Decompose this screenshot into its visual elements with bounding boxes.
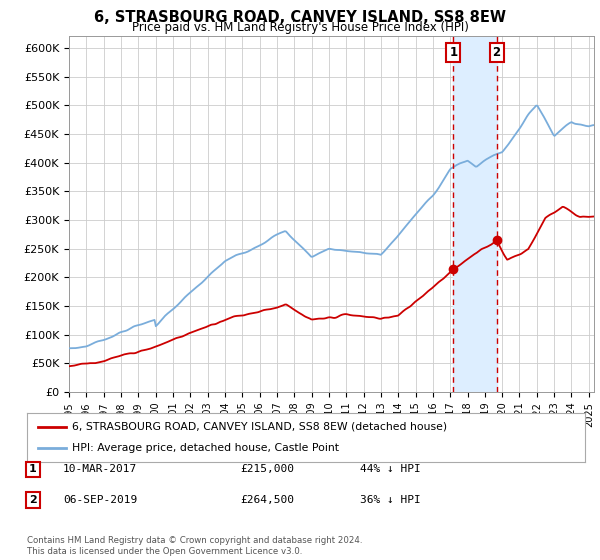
Text: Price paid vs. HM Land Registry's House Price Index (HPI): Price paid vs. HM Land Registry's House …: [131, 21, 469, 34]
Text: 2: 2: [493, 46, 500, 59]
Text: £215,000: £215,000: [240, 464, 294, 474]
Text: 10-MAR-2017: 10-MAR-2017: [63, 464, 137, 474]
Text: 1: 1: [29, 464, 37, 474]
Text: Contains HM Land Registry data © Crown copyright and database right 2024.
This d: Contains HM Land Registry data © Crown c…: [27, 536, 362, 556]
Text: 6, STRASBOURG ROAD, CANVEY ISLAND, SS8 8EW: 6, STRASBOURG ROAD, CANVEY ISLAND, SS8 8…: [94, 10, 506, 25]
Text: 2: 2: [29, 495, 37, 505]
Text: £264,500: £264,500: [240, 495, 294, 505]
Bar: [454, 36, 497, 392]
Text: HPI: Average price, detached house, Castle Point: HPI: Average price, detached house, Cast…: [71, 443, 338, 453]
Text: 44% ↓ HPI: 44% ↓ HPI: [360, 464, 421, 474]
Text: 36% ↓ HPI: 36% ↓ HPI: [360, 495, 421, 505]
Text: 1: 1: [449, 46, 458, 59]
Text: 06-SEP-2019: 06-SEP-2019: [63, 495, 137, 505]
Text: 6, STRASBOURG ROAD, CANVEY ISLAND, SS8 8EW (detached house): 6, STRASBOURG ROAD, CANVEY ISLAND, SS8 8…: [71, 422, 447, 432]
